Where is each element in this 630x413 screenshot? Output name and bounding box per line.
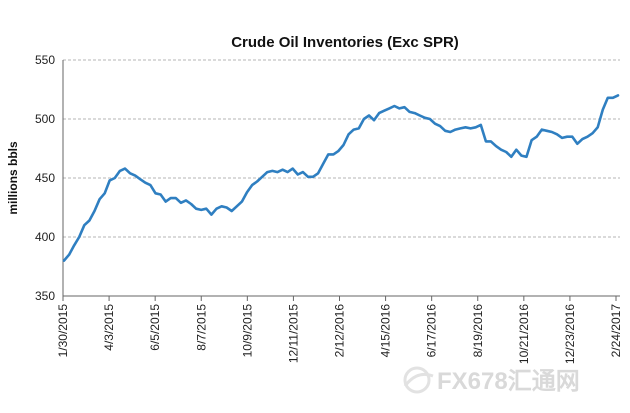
series-layer — [62, 94, 620, 262]
y-tick-label: 500 — [35, 112, 55, 126]
x-tick-label: 4/15/2016 — [379, 304, 393, 358]
x-tick-labels: 1/30/2015 4/3/2015 6/5/2015 8/7/2015 10/9/20… — [56, 296, 623, 364]
axes — [62, 60, 620, 297]
watermark-swoosh — [403, 372, 434, 387]
x-tick-label: 2/24/2017 — [609, 304, 623, 358]
watermark-logo: FX678汇通网 — [403, 366, 580, 395]
x-tick-label: 8/19/2016 — [471, 304, 485, 358]
y-tick-labels: 350 400 450 500 550 — [35, 53, 55, 303]
y-tick-label: 400 — [35, 230, 55, 244]
y-tick-label: 450 — [35, 171, 55, 185]
x-tick-label: 12/11/2015 — [286, 304, 300, 363]
y-axis-label: millions bbls — [6, 141, 20, 215]
y-tick-label: 350 — [35, 289, 55, 303]
y-tick-label: 550 — [35, 53, 55, 67]
x-tick-label: 12/23/2016 — [563, 304, 577, 364]
x-tick-label: 1/30/2015 — [56, 304, 70, 358]
x-tick-label: 10/9/2015 — [240, 304, 254, 358]
x-tick-label: 6/5/2015 — [148, 304, 162, 351]
gridlines — [63, 59, 620, 238]
x-tick-label: 8/7/2015 — [194, 304, 208, 351]
x-tick-label: 6/17/2016 — [425, 304, 439, 358]
x-tick-label: 4/3/2015 — [102, 304, 116, 351]
x-tick-label: 10/21/2016 — [517, 304, 531, 364]
x-tick-label: 2/12/2016 — [333, 304, 347, 358]
series-line — [62, 94, 620, 262]
watermark-text: FX678汇通网 — [437, 368, 580, 395]
chart-title: Crude Oil Inventories (Exc SPR) — [231, 34, 459, 51]
watermark-globe-icon — [403, 366, 431, 394]
